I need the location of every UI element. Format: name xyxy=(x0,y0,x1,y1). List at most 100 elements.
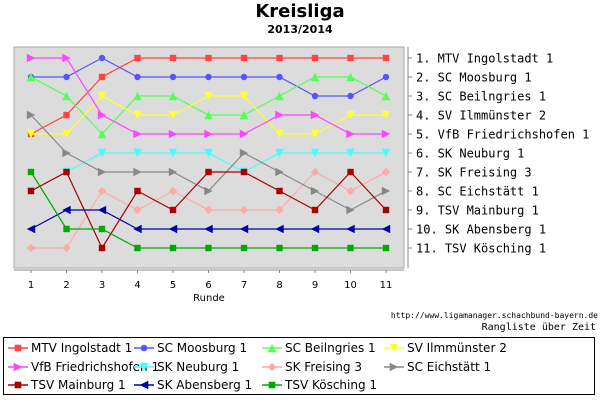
data-point xyxy=(26,129,36,139)
data-point xyxy=(26,110,36,120)
data-point xyxy=(275,224,284,234)
legend-label: SK Neuburg 1 xyxy=(157,359,240,374)
data-point xyxy=(346,129,355,139)
data-point xyxy=(97,186,107,196)
legend-swatch xyxy=(384,343,404,353)
data-point xyxy=(26,224,36,234)
data-point xyxy=(97,110,107,120)
data-point xyxy=(346,110,355,120)
data-point xyxy=(134,187,141,195)
data-point xyxy=(134,54,141,62)
data-point xyxy=(26,53,36,63)
data-point xyxy=(97,129,107,139)
data-point xyxy=(168,129,178,139)
x-tick-label: 2 xyxy=(63,280,69,291)
data-point xyxy=(382,54,390,62)
data-point xyxy=(347,92,354,100)
data-point xyxy=(134,73,141,81)
data-point xyxy=(275,148,284,158)
data-point xyxy=(26,72,36,82)
data-point xyxy=(275,129,284,139)
rank-label: 11. TSV Kösching 1 xyxy=(416,242,546,256)
legend-item: SC Moosburg 1 xyxy=(134,339,247,357)
rank-label: 2. SC Moosburg 1 xyxy=(416,71,532,85)
data-point xyxy=(239,148,249,158)
data-point xyxy=(27,168,35,176)
legend-swatch xyxy=(262,362,282,371)
data-point xyxy=(239,224,249,234)
data-point xyxy=(347,168,354,176)
data-point xyxy=(133,148,142,158)
rank-caption: Rangliste über Zeit xyxy=(481,322,596,333)
line-chart: 1 2 3 4 5 6 7 8 9 10 11 1. MTV Ingolstadt 1 2. SC M… xyxy=(13,46,589,304)
data-point xyxy=(240,54,248,62)
data-point xyxy=(381,224,391,234)
data-point xyxy=(346,148,355,158)
data-point xyxy=(204,148,213,158)
data-point xyxy=(381,110,391,120)
data-point xyxy=(204,110,213,120)
rank-labels: 1. MTV Ingolstadt 1 2. SC Moosburg 1 3. SC… xyxy=(408,52,589,256)
x-tick-label: 11 xyxy=(380,280,393,291)
data-point xyxy=(240,73,248,81)
data-point xyxy=(133,91,142,101)
data-point xyxy=(205,244,212,252)
legend-item: SC Beilngries 1 xyxy=(262,339,376,357)
data-point xyxy=(97,91,107,101)
series-layer xyxy=(26,53,391,253)
data-point xyxy=(62,243,71,253)
data-point xyxy=(382,244,390,252)
legend-label: SC Eichstätt 1 xyxy=(407,359,492,374)
legend-label: SC Beilngries 1 xyxy=(285,341,376,355)
data-point xyxy=(168,167,178,177)
series-11 xyxy=(27,168,390,252)
data-point xyxy=(133,224,142,234)
data-point xyxy=(204,205,213,215)
legend-item: SC Eichstätt 1 xyxy=(384,358,491,376)
x-tick-label: 3 xyxy=(99,280,105,291)
x-tick-label: 1 xyxy=(28,280,34,291)
rank-label: 9. TSV Mainburg 1 xyxy=(416,204,539,218)
data-point xyxy=(239,91,249,101)
series-4 xyxy=(26,91,391,139)
legend-item: SV Ilmmünster 2 xyxy=(384,339,507,357)
data-point xyxy=(276,244,283,252)
data-point xyxy=(63,111,70,119)
data-point xyxy=(62,148,71,158)
data-point xyxy=(276,73,283,81)
legend: MTV Ingolstadt 1 SC Moosburg 1 SC Beilngri… xyxy=(3,337,595,395)
legend-swatch xyxy=(134,344,154,352)
legend-swatch xyxy=(8,344,28,352)
data-point xyxy=(204,186,213,196)
data-point xyxy=(240,168,248,176)
data-point xyxy=(346,224,355,234)
data-point xyxy=(26,243,36,253)
legend-swatch xyxy=(134,380,154,390)
legend-swatch xyxy=(262,343,282,353)
legend-item: TSV Mainburg 1 xyxy=(8,376,126,394)
data-point xyxy=(240,244,248,252)
chart-subtitle: 2013/2014 xyxy=(267,23,333,36)
data-point xyxy=(276,187,283,195)
data-point xyxy=(347,244,354,252)
chart-title: Kreisliga xyxy=(255,1,345,22)
legend-item: SK Neuburg 1 xyxy=(134,358,239,376)
data-point xyxy=(310,72,320,82)
legend-label: SC Moosburg 1 xyxy=(157,341,248,355)
legend-label: TSV Kösching 1 xyxy=(285,378,378,392)
data-point xyxy=(204,91,213,101)
rank-label: 6. SK Neuburg 1 xyxy=(416,147,524,161)
legend-item: MTV Ingolstadt 1 xyxy=(8,339,132,357)
data-point xyxy=(204,224,213,234)
rank-label: 1. MTV Ingolstadt 1 xyxy=(416,52,553,66)
series-1 xyxy=(27,54,390,138)
series-3 xyxy=(26,72,391,139)
x-tick-label: 5 xyxy=(170,280,176,291)
data-point xyxy=(168,110,178,120)
data-point xyxy=(168,91,178,101)
data-point xyxy=(381,129,391,139)
data-point xyxy=(133,205,142,215)
data-point xyxy=(98,54,106,62)
data-point xyxy=(381,167,391,177)
data-point xyxy=(204,129,213,139)
